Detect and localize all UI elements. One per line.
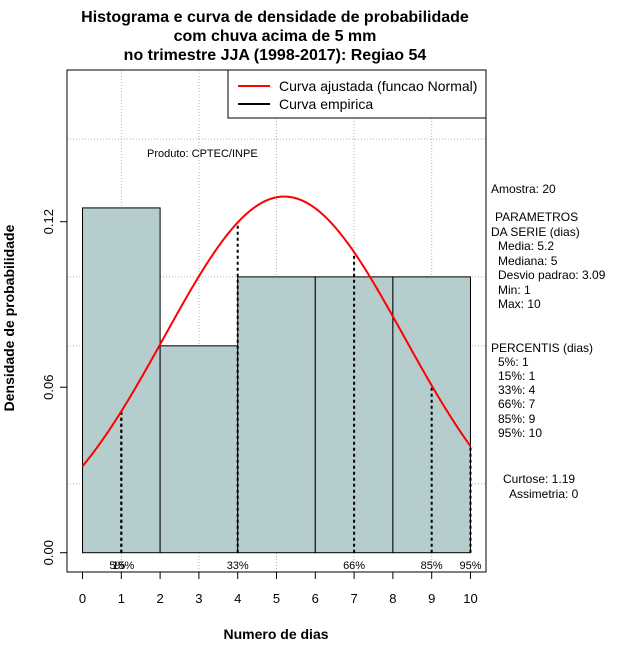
percentile-label-3: 66%: [343, 560, 365, 572]
x-tick-label-3: 3: [195, 591, 202, 606]
stat-curtose: Curtose: 1.19: [503, 472, 575, 486]
x-tick-label-4: 4: [234, 591, 241, 606]
stat-p85: 85%: 9: [498, 412, 536, 426]
legend-box: [227, 69, 487, 119]
product-annotation: Produto: CPTEC/INPE: [147, 148, 258, 160]
histogram-bar-2: [237, 276, 316, 554]
stat-p95: 95%: 10: [498, 426, 542, 440]
legend-label-normal: Curva ajustada (funcao Normal): [279, 78, 477, 94]
stat-min: Min: 1: [498, 283, 531, 297]
stat-mediana: Mediana: 5: [498, 254, 558, 268]
stat-params-title-1: PARAMETROS: [495, 210, 578, 224]
axes: 0 1 2 3 4 5 6 7 8 9 10 0.00 0.06 0.12: [41, 209, 478, 606]
percentile-label-0: 5%: [109, 560, 125, 572]
percentile-label-1: 15%: [112, 560, 134, 572]
x-axis-label: Numero de dias: [223, 626, 328, 642]
stat-params-title-2: DA SERIE (dias): [491, 225, 580, 239]
x-tick-label-7: 7: [350, 591, 357, 606]
stats-panel: Amostra: 20 PARAMETROS DA SERIE (dias) M…: [491, 182, 606, 501]
percentile-label-5: 95%: [459, 560, 481, 572]
y-tick-label-1: 0.06: [41, 375, 56, 400]
x-tick-label-5: 5: [273, 591, 280, 606]
y-axis-label: Densidade de probabilidade: [1, 224, 17, 411]
x-tick-label-2: 2: [156, 591, 163, 606]
legend: Curva ajustada (funcao Normal) Curva emp…: [227, 69, 487, 119]
stat-amostra: Amostra: 20: [491, 182, 556, 196]
chart-title-line-1: Histograma e curva de densidade de proba…: [81, 9, 469, 26]
percentile-label-4: 85%: [421, 560, 443, 572]
normal-curve-line: [81, 195, 472, 467]
x-tick-label-6: 6: [312, 591, 319, 606]
normal-curve: [81, 195, 472, 467]
stat-assimetria: Assimetria: 0: [509, 487, 579, 501]
stat-max: Max: 10: [498, 297, 541, 311]
histogram-bar-1: [159, 345, 239, 554]
stat-desvio: Desvio padrao: 3.09: [498, 268, 606, 282]
y-tick-label-0: 0.00: [41, 540, 56, 565]
x-tick-label-9: 9: [428, 591, 435, 606]
stat-p33: 33%: 4: [498, 383, 536, 397]
histogram-bar-0: [82, 207, 161, 554]
stat-media: Media: 5.2: [498, 239, 554, 253]
x-tick-label-10: 10: [463, 591, 477, 606]
percentile-label-2: 33%: [227, 560, 249, 572]
legend-label-empirical: Curva empirica: [279, 96, 373, 112]
stat-p15: 15%: 1: [498, 369, 536, 383]
histogram-bar-4: [392, 276, 471, 554]
y-tick-label-2: 0.12: [41, 209, 56, 234]
chart-title-line-3: no trimestre JJA (1998-2017): Regiao 54: [124, 47, 427, 64]
x-tick-label-0: 0: [79, 591, 86, 606]
stat-p66: 66%: 7: [498, 397, 536, 411]
x-tick-label-8: 8: [389, 591, 396, 606]
x-tick-label-1: 1: [118, 591, 125, 606]
chart-title-line-2: com chuva acima de 5 mm: [174, 28, 377, 45]
stat-percentis-title: PERCENTIS (dias): [491, 341, 593, 355]
stat-p5: 5%: 1: [498, 355, 529, 369]
percentile-lines: 5%15% 33% 66% 85% 95%: [109, 222, 482, 572]
